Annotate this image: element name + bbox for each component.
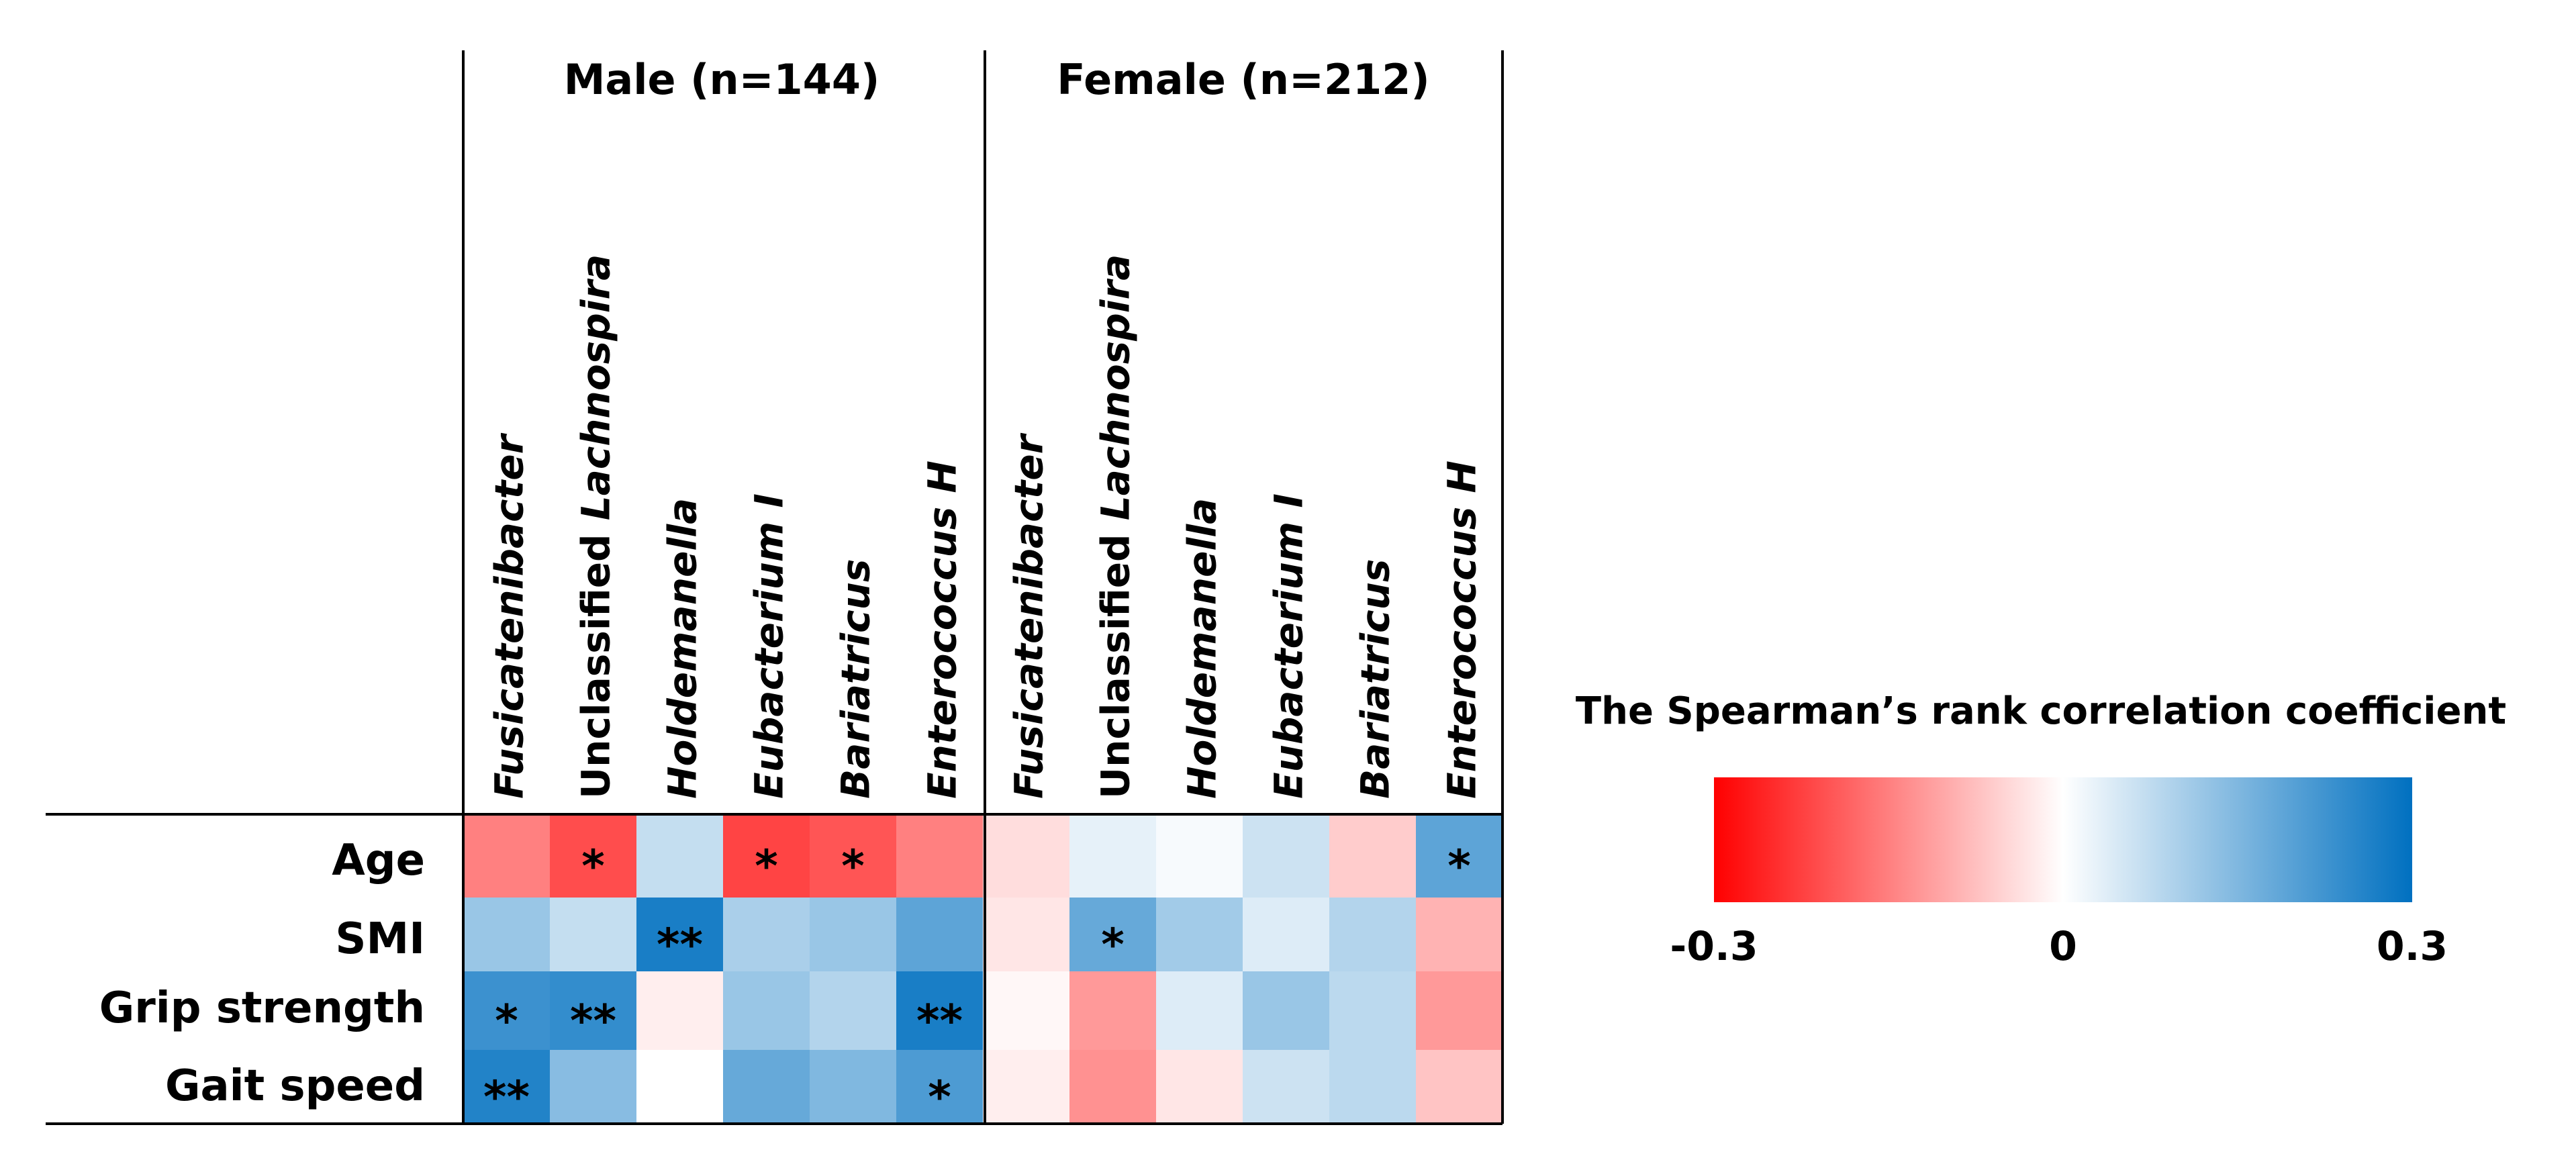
column-label: Enterococcus H (920, 461, 965, 799)
column-label: Eubacterium I (747, 493, 792, 799)
heatmap-cell (810, 971, 897, 1051)
heatmap-cell (1243, 1050, 1330, 1124)
column-label: Holdemanella (660, 498, 706, 799)
heatmap-cell (1243, 898, 1330, 972)
heatmap-cell (550, 814, 637, 898)
significance-marker: * (1101, 919, 1125, 971)
column-label: Fusicatenibacter (487, 432, 532, 799)
heatmap-cell (463, 898, 551, 972)
heatmap-cell (810, 1050, 897, 1124)
heatmap-cell (1329, 971, 1417, 1051)
significance-marker: * (755, 840, 778, 892)
heatmap-cell (896, 1050, 984, 1124)
heatmap-cell (1416, 971, 1503, 1051)
significance-marker: * (581, 840, 605, 892)
heatmap-cell (723, 1050, 810, 1124)
column-label: Eubacterium I (1266, 493, 1312, 799)
heatmap-cell (550, 971, 637, 1051)
colorbar-tick-zero: 0 (2049, 923, 2077, 970)
heatmap-cell (1156, 814, 1243, 898)
heatmap-cell (723, 971, 810, 1051)
column-labels: Fusicatenibacter Unclassified Lachnospira… (487, 254, 1485, 799)
column-label: Unclassified Lachnospira (1093, 254, 1139, 799)
heatmap-cell (1329, 898, 1417, 972)
column-label: Fusicatenibacter (1006, 432, 1052, 799)
heatmap-cell (1329, 1050, 1417, 1124)
heatmap-cell (983, 898, 1070, 972)
heatmap-cell (1069, 898, 1157, 972)
colorbar (1714, 777, 2412, 902)
heatmap-cell (896, 814, 984, 898)
column-label: Holdemanella (1180, 498, 1225, 799)
significance-marker: * (841, 840, 865, 892)
significance-marker: * (928, 1071, 951, 1123)
heatmap-cell (463, 814, 551, 898)
heatmap-cell (1243, 971, 1330, 1051)
heatmap-cells (463, 814, 1503, 1124)
heatmap-cell (810, 814, 897, 898)
group-label-male: Male (n=144) (564, 55, 880, 104)
heatmap-cell (723, 898, 810, 972)
significance-markers: * * * *** ** ** **** * (483, 840, 1471, 1123)
heatmap-cell (550, 1050, 637, 1124)
colorbar-tick-max: 0.3 (2377, 923, 2448, 970)
significance-marker: * (1447, 840, 1471, 892)
heatmap-cell (636, 898, 724, 972)
table-frame (46, 50, 1504, 1125)
heatmap-cell (1156, 898, 1243, 972)
heatmap-cell (983, 1050, 1070, 1124)
row-label-age: Age (332, 836, 425, 885)
heatmap-cell (636, 1050, 724, 1124)
column-label: Bariatricus (1353, 559, 1398, 799)
heatmap-cell (1069, 971, 1157, 1051)
heatmap-cell (1416, 1050, 1503, 1124)
column-label: Bariatricus (833, 559, 879, 799)
heatmap-cell (896, 898, 984, 972)
row-label-grip-strength: Grip strength (99, 983, 425, 1033)
row-label-gait-speed: Gait speed (165, 1061, 425, 1111)
heatmap-cell (723, 814, 810, 898)
significance-marker: * (495, 996, 518, 1047)
heatmap-cell (983, 814, 1070, 898)
heatmap-cell (1416, 898, 1503, 972)
column-label: Enterococcus H (1439, 461, 1485, 799)
heatmap-cell (1416, 814, 1503, 898)
significance-marker: ** (916, 996, 963, 1047)
heatmap-cell (983, 971, 1070, 1051)
significance-marker: ** (657, 919, 703, 971)
heatmap-cell (636, 971, 724, 1051)
heatmap-cell (1156, 971, 1243, 1051)
heatmap-cell (810, 898, 897, 972)
group-label-female: Female (n=212) (1057, 55, 1429, 104)
heatmap-cell (1069, 814, 1157, 898)
heatmap-cell (896, 971, 984, 1051)
heatmap-cell (550, 898, 637, 972)
heatmap-cell (636, 814, 724, 898)
heatmap-cell (463, 971, 551, 1051)
significance-marker: ** (483, 1071, 530, 1123)
row-label-smi: SMI (335, 914, 425, 964)
colorbar-tick-min: -0.3 (1670, 923, 1758, 970)
column-label: Unclassified Lachnospira (573, 254, 619, 799)
heatmap-cell (1156, 1050, 1243, 1124)
heatmap-cell (1329, 814, 1417, 898)
heatmap-cell (1069, 1050, 1157, 1124)
colorbar-title: The Spearman’s rank correlation coeffici… (1576, 689, 2506, 733)
heatmap-cell (463, 1050, 551, 1124)
heatmap-cell (1243, 814, 1330, 898)
significance-marker: ** (570, 996, 616, 1047)
